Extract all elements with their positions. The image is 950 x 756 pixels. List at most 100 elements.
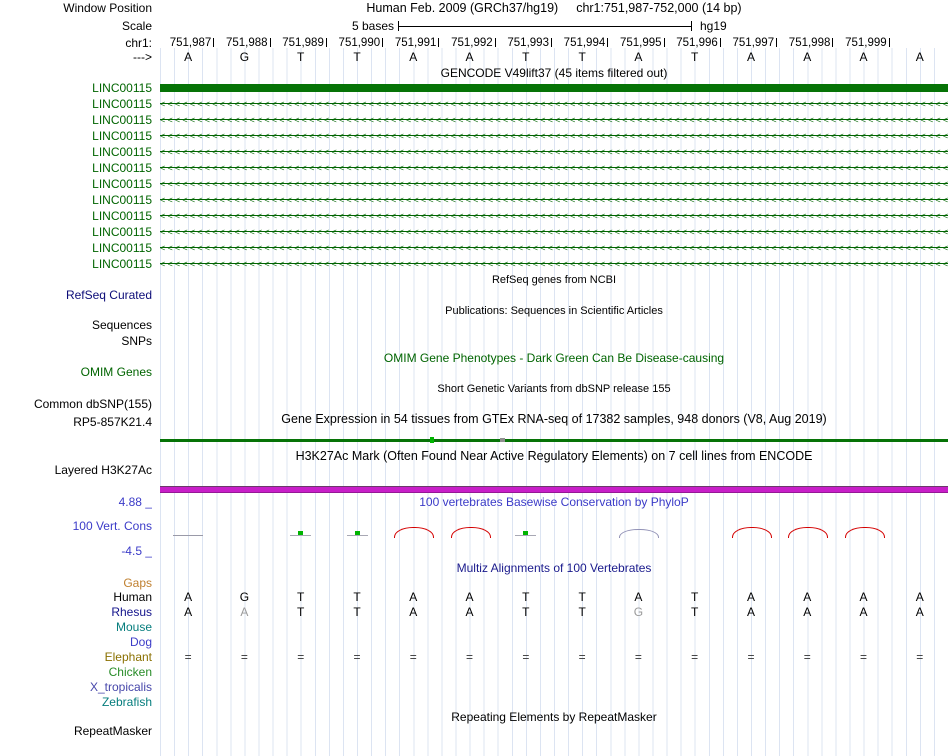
ruler-tick-number: 751,987: [169, 37, 212, 49]
multiz-species-row: X_tropicalis: [0, 680, 950, 694]
base-cell: T: [578, 50, 586, 64]
base-cell: A: [184, 590, 193, 604]
base-cell: T: [691, 50, 699, 64]
snps-label[interactable]: SNPs: [121, 334, 152, 348]
phylop-mark-red-arc: [450, 527, 491, 538]
gtex-gene-line: [160, 439, 948, 442]
gencode-transcript-line[interactable]: <<<<<<<<<<<<<<<<<<<<<<<<<<<<<<<<<<<<<<<<…: [160, 113, 948, 127]
phylop-mark-green-dot: [290, 531, 312, 536]
sequences-label-row: Sequences: [0, 318, 950, 332]
gencode-transcript-line[interactable]: <<<<<<<<<<<<<<<<<<<<<<<<<<<<<<<<<<<<<<<<…: [160, 97, 948, 111]
phylop-plot[interactable]: [160, 524, 948, 546]
sequences-label[interactable]: Sequences: [91, 318, 152, 332]
multiz-species-row: Human A G T T A A T T A T A A A A: [0, 590, 950, 604]
ruler-tick: 751,995: [610, 36, 666, 50]
gencode-gene-label[interactable]: LINC00115: [92, 225, 152, 239]
gencode-gene-label[interactable]: LINC00115: [92, 161, 152, 175]
h3k27ac-signal-bar[interactable]: [160, 486, 948, 493]
gencode-transcript-line[interactable]: <<<<<<<<<<<<<<<<<<<<<<<<<<<<<<<<<<<<<<<<…: [160, 129, 948, 143]
gencode-transcript-line[interactable]: <<<<<<<<<<<<<<<<<<<<<<<<<<<<<<<<<<<<<<<<…: [160, 193, 948, 207]
ruler-tick-mark: [888, 38, 890, 47]
species-label[interactable]: Human: [113, 590, 152, 604]
gencode-gene-label[interactable]: LINC00115: [92, 129, 152, 143]
multiz-species-row: Zebrafish: [0, 695, 950, 709]
repeatmasker-title: Repeating Elements by RepeatMasker: [451, 710, 657, 724]
omim-title: OMIM Gene Phenotypes - Dark Green Can Be…: [383, 351, 725, 365]
phylop-track-label[interactable]: 100 Vert. Cons: [72, 519, 152, 533]
strand-direction-label: --->: [133, 50, 152, 64]
gencode-transcript-line[interactable]: <<<<<<<<<<<<<<<<<<<<<<<<<<<<<<<<<<<<<<<<…: [160, 225, 948, 239]
gencode-gene-label[interactable]: LINC00115: [92, 193, 152, 207]
base-cell: T: [353, 590, 361, 604]
ruler-tick: 751,990: [329, 36, 385, 50]
species-label[interactable]: Rhesus: [111, 605, 152, 619]
omim-title-row: OMIM Gene Phenotypes - Dark Green Can Be…: [0, 351, 950, 365]
gencode-gene-label[interactable]: LINC00115: [92, 113, 152, 127]
scale-bases-text: 5 bases: [351, 19, 394, 33]
phylop-mark-red-arc: [732, 527, 772, 538]
gtex-title: Gene Expression in 54 tissues from GTEx …: [281, 412, 827, 426]
repeatmasker-label[interactable]: RepeatMasker: [73, 724, 152, 738]
base-cell: T: [297, 50, 305, 64]
gencode-transcript-line[interactable]: <<<<<<<<<<<<<<<<<<<<<<<<<<<<<<<<<<<<<<<<…: [160, 241, 948, 255]
layered-h3k27ac-label[interactable]: Layered H3K27Ac: [54, 463, 152, 477]
gencode-gene-label[interactable]: LINC00115: [92, 257, 152, 271]
scale-row: Scale 5 bases hg19: [0, 19, 950, 33]
gtex-track[interactable]: [160, 436, 948, 444]
gencode-transcript-line[interactable]: <<<<<<<<<<<<<<<<<<<<<<<<<<<<<<<<<<<<<<<<…: [160, 145, 948, 159]
gencode-transcript-line[interactable]: <<<<<<<<<<<<<<<<<<<<<<<<<<<<<<<<<<<<<<<<…: [160, 161, 948, 175]
common-dbsnp-label[interactable]: Common dbSNP(155): [33, 397, 152, 411]
species-label[interactable]: Zebrafish: [101, 695, 152, 709]
ruler-tick: 751,994: [554, 36, 610, 50]
phylop-title: 100 vertebrates Basewise Conservation by…: [419, 495, 689, 509]
gencode-bar-row: LINC00115: [0, 81, 950, 95]
snps-label-row: SNPs: [0, 334, 950, 348]
gencode-transcript-line[interactable]: <<<<<<<<<<<<<<<<<<<<<<<<<<<<<<<<<<<<<<<<…: [160, 177, 948, 191]
gaps-label-row: Gaps: [0, 576, 950, 590]
species-label[interactable]: Mouse: [115, 620, 152, 634]
publications-title: Publications: Sequences in Scientific Ar…: [445, 305, 663, 317]
gencode-transcript-line[interactable]: <<<<<<<<<<<<<<<<<<<<<<<<<<<<<<<<<<<<<<<<…: [160, 209, 948, 223]
base-cell: A: [409, 605, 418, 619]
species-label[interactable]: Chicken: [108, 665, 152, 679]
gencode-transcript-row: LINC00115 <<<<<<<<<<<<<<<<<<<<<<<<<<<<<<<…: [0, 129, 950, 143]
base-cell: A: [746, 605, 755, 619]
multiz-species-row: Dog: [0, 635, 950, 649]
base-cell: T: [353, 50, 361, 64]
chrom-label: chr1:: [125, 36, 152, 50]
gencode-gene-label[interactable]: LINC00115: [92, 145, 152, 159]
gencode-gene-label[interactable]: LINC00115: [92, 209, 152, 223]
base-cell: =: [691, 650, 699, 664]
gencode-gene-label[interactable]: LINC00115: [92, 177, 152, 191]
gencode-exon-bar[interactable]: [160, 84, 948, 92]
sequence-row: ---> A G T T A A T T A T A A A A: [0, 50, 950, 64]
gtex-gene-label[interactable]: RP5-857K21.4: [73, 415, 152, 429]
base-cell: T: [691, 605, 699, 619]
base-cell: G: [633, 605, 644, 619]
base-cell: A: [746, 50, 755, 64]
phylop-mark-gray-arc: [619, 529, 660, 538]
ruler-tick-mark: [438, 38, 440, 47]
species-label[interactable]: Dog: [129, 635, 152, 649]
gencode-gene-label[interactable]: LINC00115: [92, 97, 152, 111]
base-cell: A: [859, 605, 868, 619]
ruler-tick-number: 751,992: [451, 37, 493, 49]
gencode-gene-label[interactable]: LINC00115: [92, 81, 152, 95]
gencode-transcript-line[interactable]: <<<<<<<<<<<<<<<<<<<<<<<<<<<<<<<<<<<<<<<<…: [160, 257, 948, 271]
omim-genes-label[interactable]: OMIM Genes: [80, 365, 152, 379]
base-cell: A: [409, 50, 418, 64]
ruler-tick-mark: [607, 38, 609, 47]
base-cell: =: [578, 650, 586, 664]
base-cell: A: [409, 590, 418, 604]
window-position-label: Window Position: [63, 1, 152, 15]
phylop-mark-red-arc: [788, 527, 829, 538]
refseq-curated-label[interactable]: RefSeq Curated: [65, 288, 152, 302]
phylop-mark-green-dot: [346, 531, 368, 536]
gencode-gene-label[interactable]: LINC00115: [92, 241, 152, 255]
species-label[interactable]: Elephant: [104, 650, 152, 664]
multiz-species-row: Mouse: [0, 620, 950, 634]
species-label[interactable]: X_tropicalis: [89, 680, 152, 694]
ruler-tick-mark: [213, 38, 215, 47]
